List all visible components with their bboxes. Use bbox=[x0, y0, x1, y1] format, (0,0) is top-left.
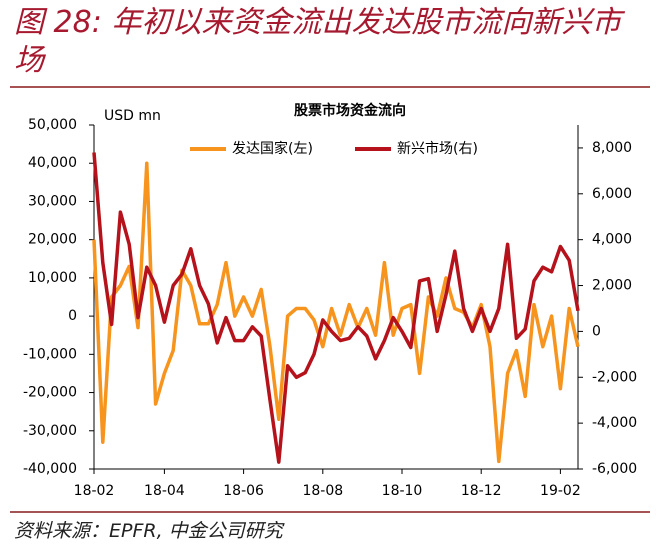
y2ticks-label: 0 bbox=[592, 323, 601, 339]
y2ticks-label: -2,000 bbox=[592, 369, 637, 385]
yticks-label: 30,000 bbox=[28, 193, 77, 209]
x-tick-label: 18-02 bbox=[74, 483, 115, 499]
chart-title: 股票市场资金流向 bbox=[294, 102, 406, 119]
yticks-label: -30,000 bbox=[23, 423, 77, 439]
y2ticks-label: 4,000 bbox=[592, 232, 632, 248]
x-tick-label: 18-04 bbox=[144, 483, 185, 499]
y2ticks-label: -6,000 bbox=[592, 461, 637, 477]
yticks-label: 40,000 bbox=[28, 155, 77, 171]
x-tick-label: 18-10 bbox=[382, 483, 423, 499]
yticks-label: 20,000 bbox=[28, 232, 77, 248]
x-tick-label: 18-06 bbox=[223, 483, 264, 499]
source: 资料来源：EPFR, 中金公司研究 bbox=[14, 520, 283, 542]
y2ticks-label: 8,000 bbox=[592, 140, 632, 156]
series-line bbox=[92, 161, 580, 464]
legend-label: 新兴市场(右) bbox=[397, 140, 478, 157]
x-tick-label: 19-02 bbox=[540, 483, 581, 499]
y2ticks-label: 6,000 bbox=[592, 186, 632, 202]
legend-label: 发达国家(左) bbox=[232, 140, 313, 157]
y-axis-label: USD mn bbox=[104, 108, 161, 124]
y2ticks-label: 2,000 bbox=[592, 278, 632, 294]
yticks-label: 10,000 bbox=[28, 270, 77, 286]
x-tick-label: 18-08 bbox=[302, 483, 343, 499]
x-tick-label: 18-12 bbox=[461, 483, 502, 499]
yticks-label: -10,000 bbox=[23, 346, 77, 362]
yticks-label: 0 bbox=[68, 308, 77, 324]
figure-title: 图 28: 年初以来资金流出发达股市流向新兴市场 bbox=[14, 5, 622, 78]
yticks-label: -40,000 bbox=[23, 461, 77, 477]
yticks-label: -20,000 bbox=[23, 385, 77, 401]
series-line bbox=[92, 152, 580, 464]
yticks-label: 50,000 bbox=[28, 117, 77, 133]
y2ticks-label: -4,000 bbox=[592, 415, 637, 431]
